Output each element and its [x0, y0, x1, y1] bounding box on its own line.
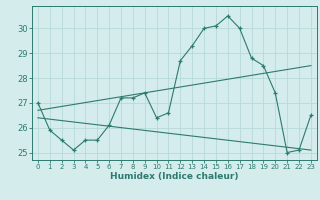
X-axis label: Humidex (Indice chaleur): Humidex (Indice chaleur): [110, 172, 239, 181]
